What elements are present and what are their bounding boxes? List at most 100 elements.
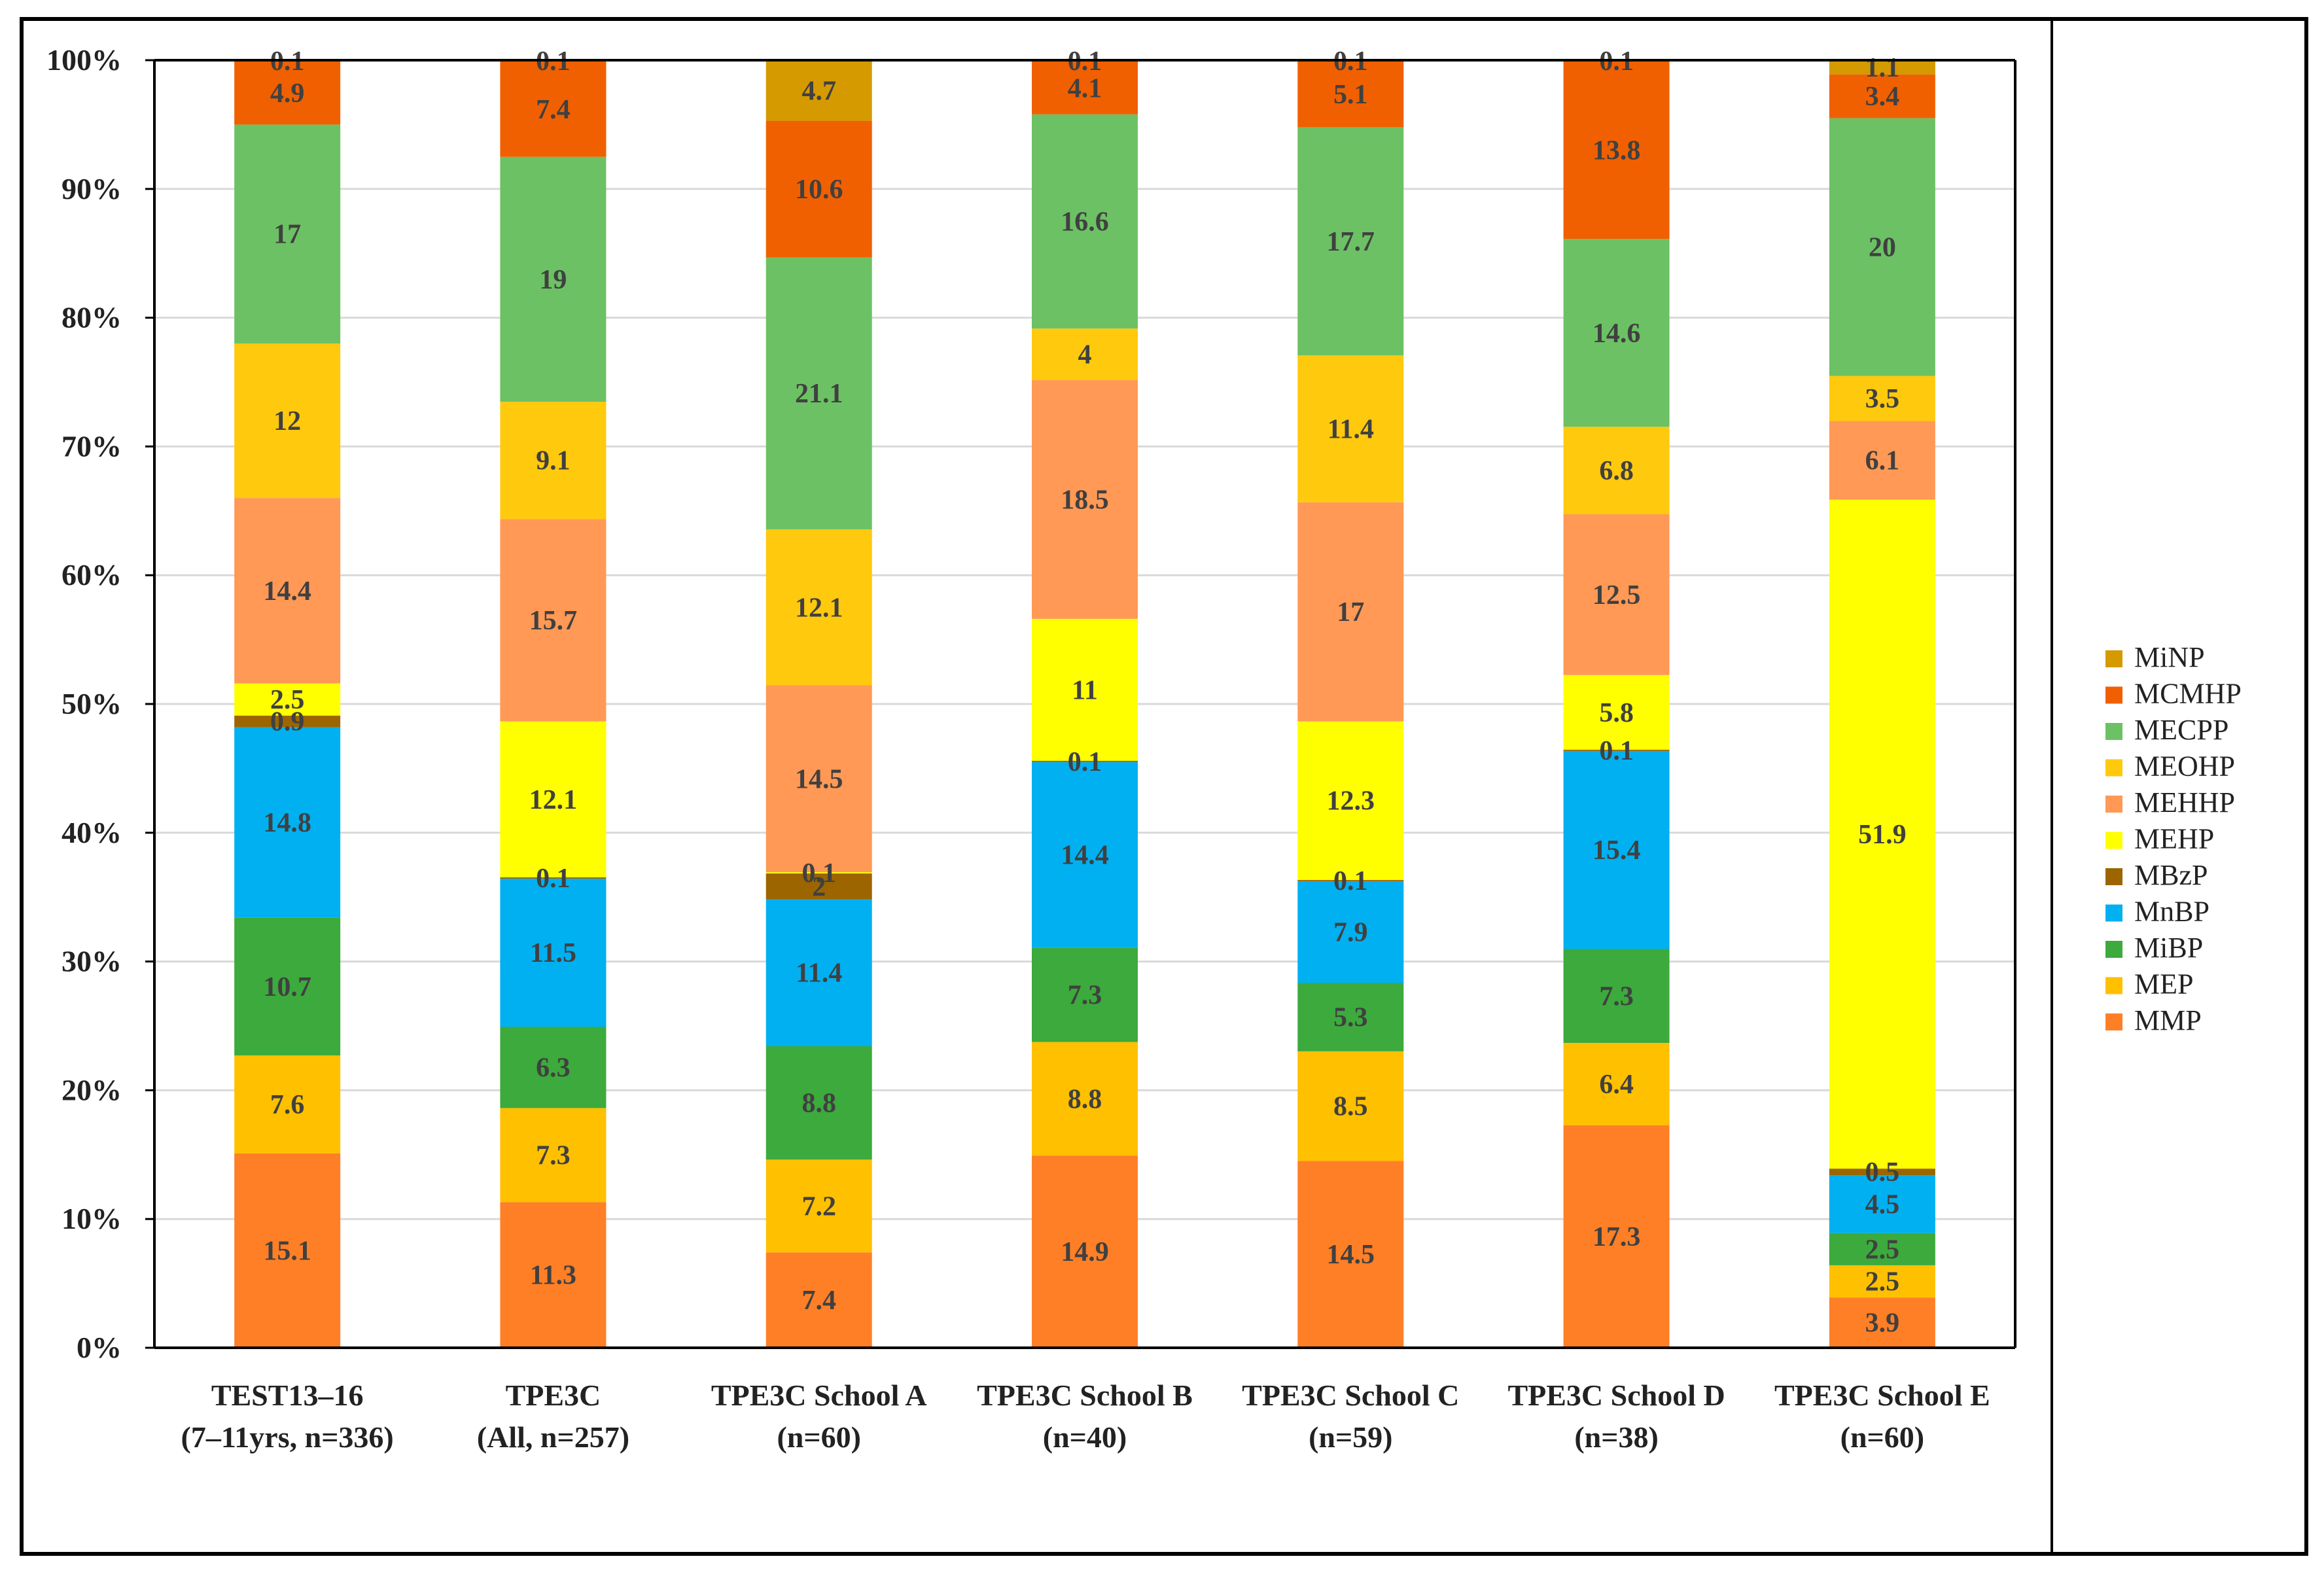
- bar-segment-mmp: [1829, 1297, 1935, 1348]
- bar-segment-mecpp: [1829, 118, 1935, 376]
- legend-label-mecpp: MECPP: [2134, 714, 2228, 746]
- data-label: 20: [1869, 233, 1896, 263]
- data-label: 14.4: [1061, 841, 1109, 871]
- bar-segment-meohp: [1829, 376, 1935, 421]
- data-label: 2.5: [270, 685, 305, 715]
- y-tick-label: 40%: [62, 816, 122, 849]
- bar-segment-mibp: [234, 917, 341, 1056]
- y-tick-label: 70%: [62, 429, 122, 463]
- data-label: 10.6: [795, 175, 843, 205]
- legend-swatch-minp: [2105, 650, 2122, 667]
- bar-segment-minp: [766, 60, 872, 121]
- bar-segment-mep: [1297, 1051, 1404, 1161]
- data-label: 7.3: [1599, 981, 1634, 1011]
- data-label: 3.9: [1865, 1309, 1900, 1339]
- legend-label-mibp: MiBP: [2134, 932, 2203, 964]
- data-label: 18.5: [1061, 485, 1109, 515]
- data-label: 12.3: [1327, 786, 1375, 817]
- x-category-label: (7–11yrs, n=336): [181, 1420, 394, 1454]
- legend-divider: [2051, 17, 2053, 1556]
- bar-segment-mbzp: [1297, 879, 1404, 881]
- bar-segment-mcmhp: [1563, 61, 1670, 239]
- data-label: 14.8: [263, 808, 311, 838]
- data-label: 11.5: [530, 938, 576, 968]
- data-label: 0.1: [1599, 736, 1634, 766]
- bar-segment-mehhp: [1829, 421, 1935, 500]
- legend-label-minp: MiNP: [2134, 641, 2205, 673]
- data-label: 6.8: [1599, 456, 1634, 486]
- bar-segment-meohp: [500, 402, 607, 519]
- bar-segment-mbzp: [1563, 749, 1670, 751]
- data-label: 11: [1072, 675, 1098, 705]
- bar-segment-mbzp: [234, 715, 341, 728]
- bar-segment-mehp: [1032, 618, 1138, 761]
- y-tick-label: 10%: [62, 1202, 122, 1235]
- data-label: 2.5: [1865, 1235, 1900, 1265]
- x-category-label: (All, n=257): [477, 1420, 629, 1454]
- data-label: 4: [1078, 340, 1092, 370]
- bar-segment-mcmhp: [500, 61, 607, 157]
- data-label: 11.4: [1328, 414, 1374, 444]
- bar-segment-mecpp: [1032, 114, 1138, 329]
- bar-segment-mep: [1032, 1042, 1138, 1156]
- x-category-label: TPE3C School A: [711, 1379, 927, 1412]
- data-label: 6.3: [536, 1053, 571, 1083]
- data-label: 4.1: [1068, 73, 1102, 103]
- bar-segment-mnbp: [1563, 750, 1670, 949]
- data-label: 12: [273, 406, 301, 436]
- x-category-label: TPE3C School D: [1507, 1379, 1725, 1412]
- data-label: 5.8: [1599, 698, 1634, 728]
- legend-label-mnbp: MnBP: [2134, 896, 2210, 928]
- data-label: 17: [1337, 597, 1364, 627]
- legend-label-mmp: MMP: [2134, 1004, 2202, 1036]
- bar-segment-meohp: [1297, 355, 1404, 502]
- data-label: 7.3: [536, 1140, 571, 1170]
- data-label: 1.1: [1865, 53, 1900, 83]
- data-label: 7.9: [1333, 918, 1368, 948]
- bar-segment-mnbp: [1829, 1175, 1935, 1233]
- data-label: 8.8: [801, 1089, 836, 1119]
- bar-segment-mehp: [234, 683, 341, 716]
- legend-label-meohp: MEOHP: [2134, 750, 2235, 782]
- chart-frame: [20, 17, 2308, 1556]
- y-tick-label: 80%: [62, 301, 122, 334]
- x-category-label: TPE3C School B: [977, 1379, 1193, 1412]
- legend-label-mbzp: MBzP: [2134, 859, 2208, 891]
- bar-segment-mcmhp: [1297, 61, 1404, 128]
- bars: [234, 60, 1935, 1348]
- bar-segment-mep: [500, 1108, 607, 1203]
- data-label: 17.3: [1593, 1222, 1641, 1252]
- bar-segment-mnbp: [766, 899, 872, 1047]
- y-tick-label: 0%: [77, 1331, 122, 1364]
- data-label: 15.1: [263, 1236, 311, 1266]
- bar-segment-mep: [766, 1159, 872, 1253]
- bar-segment-mmp: [766, 1252, 872, 1348]
- legend: MiNP MCMHP MECPP MEOHP MEHHP MEHP MBzP MnBP MiBP…: [2105, 641, 2242, 1036]
- x-category-label: (n=60): [1840, 1420, 1924, 1454]
- bar-segment-mnbp: [500, 878, 607, 1027]
- bar-segment-mmp: [1032, 1155, 1138, 1348]
- x-category-label: (n=40): [1043, 1420, 1127, 1454]
- data-label: 0.1: [536, 864, 571, 894]
- bar-segment-mmp: [1297, 1161, 1404, 1348]
- data-label: 0.1: [801, 858, 836, 888]
- bar-segment-mehhp: [766, 685, 872, 873]
- x-category-label: TPE3C: [506, 1379, 601, 1412]
- data-label: 19: [539, 265, 567, 295]
- data-label: 2: [812, 872, 826, 902]
- data-labels: 15.17.610.714.80.92.514.412174.90.111.37…: [263, 46, 1906, 1339]
- data-label: 7.4: [801, 1286, 836, 1316]
- legend-label-mehp: MEHP: [2134, 823, 2214, 855]
- bar-segment-mnbp: [1297, 881, 1404, 983]
- y-tick-label: 20%: [62, 1073, 122, 1106]
- data-label: 7.2: [801, 1191, 836, 1222]
- data-label: 16.6: [1061, 207, 1109, 237]
- y-tick-label: 100%: [46, 43, 122, 77]
- y-tick-label: 60%: [62, 558, 122, 591]
- data-label: 11.3: [530, 1261, 576, 1291]
- data-label: 8.5: [1333, 1092, 1368, 1122]
- data-label: 5.1: [1333, 80, 1368, 110]
- data-label: 9.1: [536, 446, 571, 476]
- bar-segment-mehhp: [1297, 502, 1404, 722]
- data-label: 51.9: [1858, 820, 1907, 850]
